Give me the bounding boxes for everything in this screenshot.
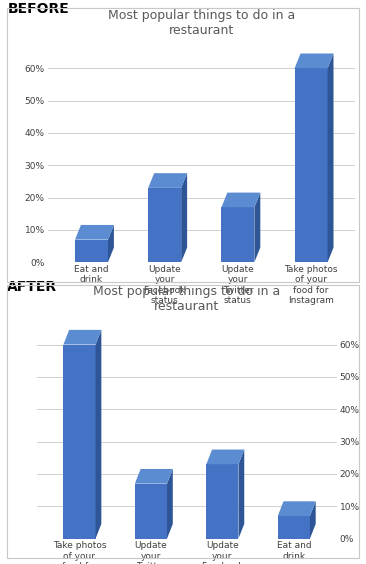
Polygon shape [254,192,260,262]
Text: AFTER: AFTER [7,280,57,294]
Bar [63,345,96,539]
Polygon shape [75,225,114,240]
Bar [148,188,181,262]
Polygon shape [278,501,316,516]
Polygon shape [135,469,173,483]
Title: Most popular things to do in a
restaurant: Most popular things to do in a restauran… [108,9,295,37]
Polygon shape [239,450,244,539]
Bar [206,464,239,539]
Polygon shape [181,173,187,262]
Polygon shape [108,225,114,262]
Bar [135,483,167,539]
Polygon shape [63,330,101,345]
Bar [295,68,328,262]
Polygon shape [96,330,101,539]
Bar [278,516,310,539]
Polygon shape [221,192,260,207]
Polygon shape [310,501,316,539]
Polygon shape [148,173,187,188]
Polygon shape [206,450,244,464]
Polygon shape [295,54,333,68]
Text: BEFORE: BEFORE [7,2,69,16]
Title: Most popular things to do in a
restaurant: Most popular things to do in a restauran… [93,285,280,314]
Bar [221,207,254,262]
Polygon shape [167,469,173,539]
Polygon shape [328,54,333,262]
Bar [75,240,108,262]
